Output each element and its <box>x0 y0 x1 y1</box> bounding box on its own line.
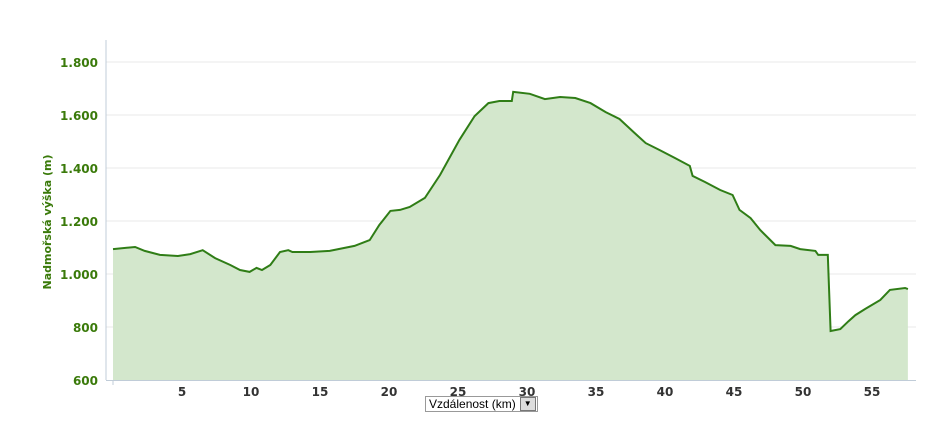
x-tick-label: 50 <box>795 385 812 399</box>
y-tick-label: 600 <box>73 374 98 388</box>
chevron-down-icon[interactable]: ▼ <box>519 397 536 411</box>
elevation-line <box>112 90 909 333</box>
y-tick-label: 1.000 <box>60 268 98 282</box>
y-tick-label: 1.800 <box>60 56 98 70</box>
x-tick-label: 45 <box>726 385 743 399</box>
y-tick-label: 1.600 <box>60 109 98 123</box>
x-axis-selector[interactable]: Vzdálenost (km) ▼ <box>425 396 538 412</box>
x-tick-label: 40 <box>657 385 674 399</box>
y-tick-label: 800 <box>73 321 98 335</box>
x-tick-label: 5 <box>178 385 186 399</box>
x-tick-label: 15 <box>312 385 329 399</box>
x-tick-label: 25 <box>450 385 467 399</box>
elevation-area <box>113 91 908 381</box>
x-tick-label: 35 <box>588 385 605 399</box>
x-axis-selector-label: Vzdálenost (km) <box>429 397 516 411</box>
y-tick-label: 1.400 <box>60 162 98 176</box>
x-tick-label: 55 <box>864 385 881 399</box>
x-tick-label: 20 <box>381 385 398 399</box>
x-tick-label: 10 <box>243 385 260 399</box>
x-tick-label: 30 <box>519 385 536 399</box>
y-axis-title: Nadmořská výška (m) <box>41 154 54 289</box>
y-tick-label: 1.200 <box>60 215 98 229</box>
